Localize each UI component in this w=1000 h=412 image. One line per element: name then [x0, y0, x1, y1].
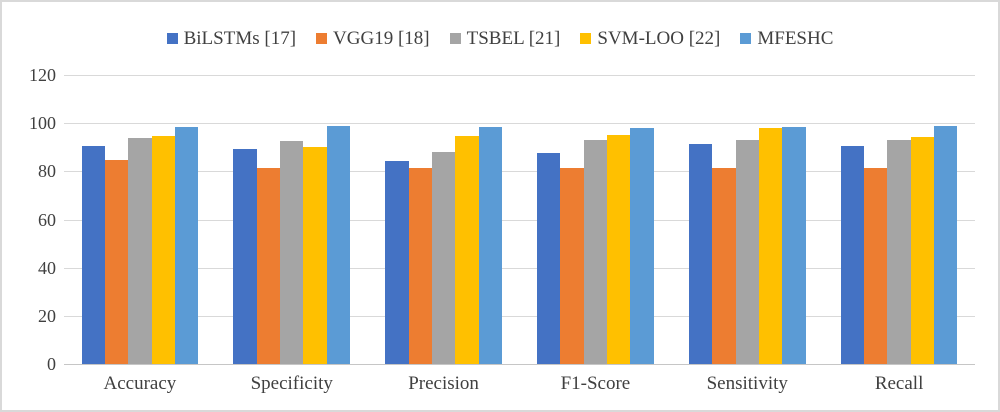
legend-item: TSBEL [21]: [449, 28, 561, 49]
y-tick-label: 80: [38, 161, 56, 182]
bar: [864, 167, 888, 364]
gridline: [64, 171, 975, 173]
bar: [735, 139, 759, 364]
bar: [910, 137, 935, 364]
y-tick-label: 100: [29, 113, 56, 134]
x-category-label: Precision: [408, 373, 479, 394]
bar: [303, 146, 327, 364]
bar: [104, 159, 129, 364]
gridline: [64, 315, 975, 317]
bar: [128, 138, 152, 364]
gridline: [64, 267, 975, 269]
gridline: [64, 75, 975, 76]
legend-label: VGG19 [18]: [333, 28, 430, 49]
bar: [712, 167, 736, 364]
bar: [840, 146, 865, 364]
y-tick-label: 60: [38, 209, 56, 230]
bar: [431, 151, 456, 364]
bar: [81, 146, 105, 364]
bar: [934, 126, 958, 364]
bar: [385, 160, 409, 364]
bar: [782, 126, 806, 364]
bar: [408, 168, 432, 364]
gridline: [64, 123, 975, 125]
bar: [583, 140, 608, 364]
legend-label: TSBEL [21]: [466, 28, 561, 49]
bar: [688, 143, 713, 364]
x-category-label: Sensitivity: [706, 373, 788, 394]
legend-item: MFESHC: [740, 29, 833, 48]
legend-item: VGG19 [18]: [316, 29, 430, 48]
legend-swatch-icon: [580, 33, 592, 44]
bar: [280, 140, 304, 364]
x-category-label: Specificity: [250, 373, 333, 394]
bar: [887, 139, 911, 364]
x-axis-line: [64, 364, 975, 365]
x-category-label: Recall: [874, 373, 924, 394]
bar: [326, 125, 351, 364]
plot-area: [64, 75, 975, 365]
bar: [174, 127, 199, 364]
legend-label: MFESHC: [757, 28, 834, 49]
y-tick-label: 20: [38, 305, 56, 326]
bar: [560, 167, 584, 364]
legend-item: SVM-LOO [22]: [580, 29, 720, 48]
y-tick-label: 0: [47, 354, 56, 374]
bar: [630, 127, 654, 364]
legend-label: BiLSTMs [17]: [183, 28, 297, 49]
legend-swatch-icon: [316, 33, 328, 44]
bar: [478, 127, 502, 364]
chart-legend: BiLSTMs [17] VGG19 [18] TSBEL [21] SVM-LOO …: [2, 29, 998, 48]
legend-swatch-icon: [740, 33, 752, 44]
bar: [607, 135, 631, 364]
gridline: [64, 219, 975, 221]
x-category-label: F1-Score: [560, 373, 631, 394]
legend-item: BiLSTMs [17]: [166, 28, 297, 49]
x-category-label: Accuracy: [103, 373, 177, 394]
bar: [455, 136, 479, 364]
bar: [151, 136, 175, 364]
y-tick-label: 120: [29, 65, 56, 85]
y-tick-label: 40: [38, 257, 56, 278]
legend-swatch-icon: [449, 33, 461, 44]
bar: [537, 153, 561, 364]
legend-label: SVM-LOO [22]: [597, 28, 721, 49]
bar: [233, 149, 257, 364]
bar: [758, 128, 783, 364]
bar: [256, 167, 281, 364]
legend-swatch-icon: [166, 33, 178, 44]
